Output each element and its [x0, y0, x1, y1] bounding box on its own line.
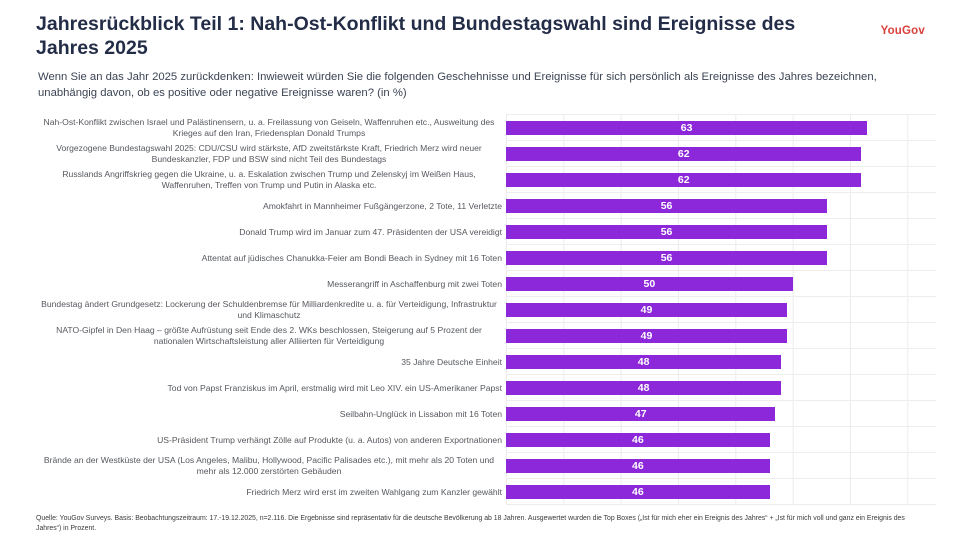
plot-column: 63 62 62 56 56 56 50 49 49 48 48 47 46 46 46	[506, 114, 936, 506]
bar-row: 62	[506, 141, 936, 168]
category-label: US-Präsident Trump verhängt Zölle auf Pr…	[157, 434, 502, 445]
bar: 46	[506, 458, 770, 473]
category-label: Russlands Angriffskrieg gegen die Ukrain…	[62, 169, 476, 191]
bar-row: 56	[506, 245, 936, 272]
category-label: Messerangriff in Aschaffenburg mit zwei …	[327, 278, 502, 289]
category-label: Attentat auf jüdisches Chanukka-Feier am…	[201, 252, 502, 263]
category-label: Tod von Papst Franziskus im April, erstm…	[167, 382, 503, 393]
category-label-cell: NATO-Gipfel in Den Haag – größte Aufrüst…	[36, 323, 506, 349]
page-title: Jahresrückblick Teil 1: Nah-Ost-Konflikt…	[36, 13, 796, 59]
category-label: Donald Trump wird im Januar zum 47. Präs…	[239, 226, 502, 237]
bar-value-label: 62	[677, 147, 690, 160]
bar: 56	[506, 250, 828, 265]
bar-row: 50	[506, 271, 936, 298]
category-label-cell: Seilbahn-Unglück in Lissabon mit 16 Tote…	[36, 401, 506, 427]
category-label-cell: Tod von Papst Franziskus im April, erstm…	[36, 375, 506, 401]
category-label: Amokfahrt in Mannheimer Fußgängerzone, 2…	[262, 200, 502, 211]
category-label: Friedrich Merz wird erst im zweiten Wahl…	[246, 486, 502, 497]
bar-row: 46	[506, 479, 936, 506]
category-label: Bundestag ändert Grundgesetz: Lockerung …	[41, 299, 497, 321]
category-label-cell: 35 Jahre Deutsche Einheit	[36, 349, 506, 375]
category-label: 35 Jahre Deutsche Einheit	[401, 356, 502, 367]
category-label: Brände an der Westküste der USA (Los Ang…	[43, 455, 495, 477]
bar-value-label: 46	[632, 459, 644, 472]
bar-value-label: 56	[660, 251, 673, 264]
bar-row: 56	[506, 219, 936, 246]
bar-value-label: 62	[677, 173, 690, 186]
category-label-cell: Friedrich Merz wird erst im zweiten Wahl…	[36, 479, 506, 505]
bar-row: 56	[506, 193, 936, 220]
bar: 47	[506, 406, 776, 421]
bar: 46	[506, 484, 770, 499]
bar: 48	[506, 380, 782, 395]
bar: 62	[506, 172, 862, 187]
bar: 56	[506, 198, 828, 213]
category-label-cell: US-Präsident Trump verhängt Zölle auf Pr…	[36, 427, 506, 453]
bar-value-label: 50	[643, 277, 656, 290]
bar-value-label: 46	[632, 485, 644, 498]
bar-value-label: 48	[637, 355, 650, 368]
bar-row: 49	[506, 297, 936, 324]
bar: 49	[506, 328, 787, 343]
category-label: NATO-Gipfel in Den Haag – größte Aufrüst…	[56, 325, 482, 347]
bar: 62	[506, 146, 862, 161]
category-label-cell: Attentat auf jüdisches Chanukka-Feier am…	[36, 245, 506, 271]
yougov-logo: YouGov	[880, 25, 925, 37]
category-label: Vorgezogene Bundestagswahl 2025: CDU/CSU…	[56, 143, 482, 165]
bar-row: 46	[506, 453, 936, 480]
bar-row: 63	[506, 115, 936, 142]
category-labels-column: Nah-Ost-Konflikt zwischen Israel und Pal…	[36, 115, 506, 505]
bar: 46	[506, 432, 770, 447]
category-label-cell: Donald Trump wird im Januar zum 47. Präs…	[36, 219, 506, 245]
bar-chart: Nah-Ost-Konflikt zwischen Israel und Pal…	[0, 114, 960, 506]
bar: 50	[506, 276, 793, 291]
category-label-cell: Bundestag ändert Grundgesetz: Lockerung …	[36, 297, 506, 323]
bar-row: 47	[506, 401, 936, 428]
category-label-cell: Brände an der Westküste der USA (Los Ang…	[36, 453, 506, 479]
header: Jahresrückblick Teil 1: Nah-Ost-Konflikt…	[0, 0, 960, 61]
category-label: Seilbahn-Unglück in Lissabon mit 16 Tote…	[339, 408, 502, 419]
bar: 49	[506, 302, 787, 317]
category-label-cell: Nah-Ost-Konflikt zwischen Israel und Pal…	[36, 115, 506, 141]
source-note: Quelle: YouGov Surveys. Basis: Beobachtu…	[36, 515, 905, 533]
bar-value-label: 48	[637, 381, 650, 394]
bar-value-label: 56	[660, 199, 673, 212]
bar: 63	[506, 120, 868, 135]
bar: 48	[506, 354, 782, 369]
category-label-cell: Messerangriff in Aschaffenburg mit zwei …	[36, 271, 506, 297]
category-label-cell: Amokfahrt in Mannheimer Fußgängerzone, 2…	[36, 193, 506, 219]
bar: 56	[506, 224, 828, 239]
category-label-cell: Russlands Angriffskrieg gegen die Ukrain…	[36, 167, 506, 193]
bar-value-label: 49	[640, 303, 653, 316]
survey-question: Wenn Sie an das Jahr 2025 zurückdenken: …	[38, 70, 877, 99]
bar-value-label: 56	[660, 225, 673, 238]
bar-row: 49	[506, 323, 936, 350]
bar-row: 46	[506, 427, 936, 454]
category-label-cell: Vorgezogene Bundestagswahl 2025: CDU/CSU…	[36, 141, 506, 167]
bar-row: 62	[506, 167, 936, 194]
bar-value-label: 49	[640, 329, 653, 342]
bar-value-label: 63	[680, 121, 693, 134]
bar-row: 48	[506, 375, 936, 402]
category-label: Nah-Ost-Konflikt zwischen Israel und Pal…	[43, 117, 495, 139]
bar-row: 48	[506, 349, 936, 376]
bar-value-label: 46	[632, 433, 644, 446]
bar-value-label: 47	[634, 407, 647, 420]
